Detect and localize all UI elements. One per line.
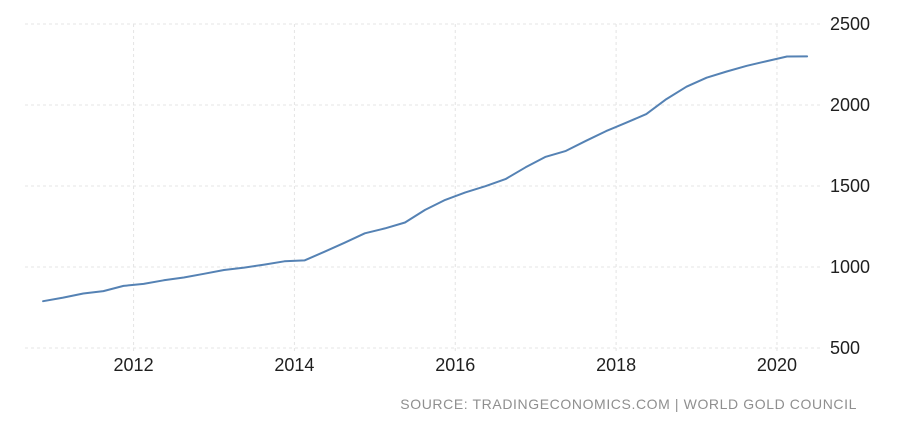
y-axis-tick-label: 1000 — [830, 257, 871, 277]
x-axis-tick-label: 2018 — [596, 355, 637, 375]
x-axis-tick-label: 2014 — [274, 355, 315, 375]
x-axis-tick-label: 2016 — [435, 355, 476, 375]
y-axis-tick-label: 2000 — [830, 95, 871, 115]
x-axis-tick-label: 2020 — [756, 355, 797, 375]
y-axis-tick-label: 1500 — [830, 176, 871, 196]
y-axis-tick-label: 500 — [830, 338, 861, 358]
x-axis-tick-label: 2012 — [113, 355, 154, 375]
source-attribution: SOURCE: TRADINGECONOMICS.COM | WORLD GOL… — [400, 396, 857, 412]
y-axis-tick-label: 2500 — [830, 14, 871, 34]
line-series — [42, 55, 809, 303]
